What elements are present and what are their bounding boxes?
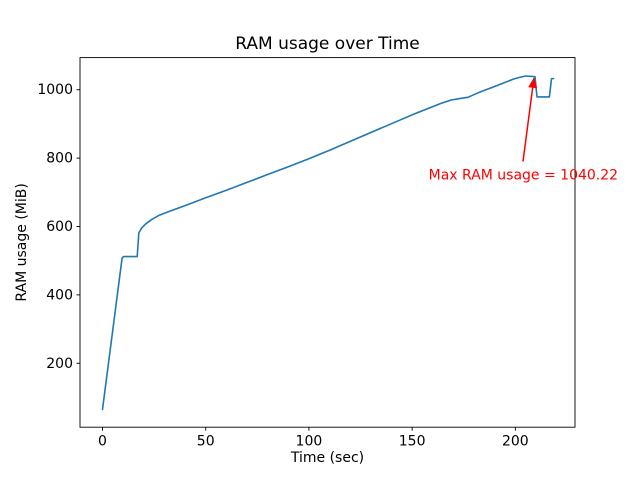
- x-tick-label: 200: [502, 434, 529, 450]
- ram-usage-line: [101, 75, 555, 411]
- max-ram-annotation: Max RAM usage = 1040.22: [429, 168, 618, 184]
- y-tick-label: 600: [46, 219, 73, 235]
- plot-layer: 0 50 100 150 200 200 400 600 800 1000: [37, 57, 576, 450]
- y-axis-label: RAM usage (MiB): [14, 183, 30, 301]
- annotation-arrow: [522, 77, 538, 162]
- x-tick-label: 0: [98, 434, 107, 450]
- y-tick-label: 1000: [37, 82, 73, 98]
- axes-frame: [79, 57, 576, 428]
- y-tick-label: 800: [46, 151, 73, 167]
- chart-title: RAM usage over Time: [235, 34, 419, 54]
- x-axis-label: Time (sec): [290, 450, 364, 466]
- x-tick-label: 100: [296, 434, 323, 450]
- x-tick-label: 150: [399, 434, 426, 450]
- y-tick-label: 400: [46, 287, 73, 303]
- y-tick-label: 200: [46, 356, 73, 372]
- x-tick-label: 50: [197, 434, 215, 450]
